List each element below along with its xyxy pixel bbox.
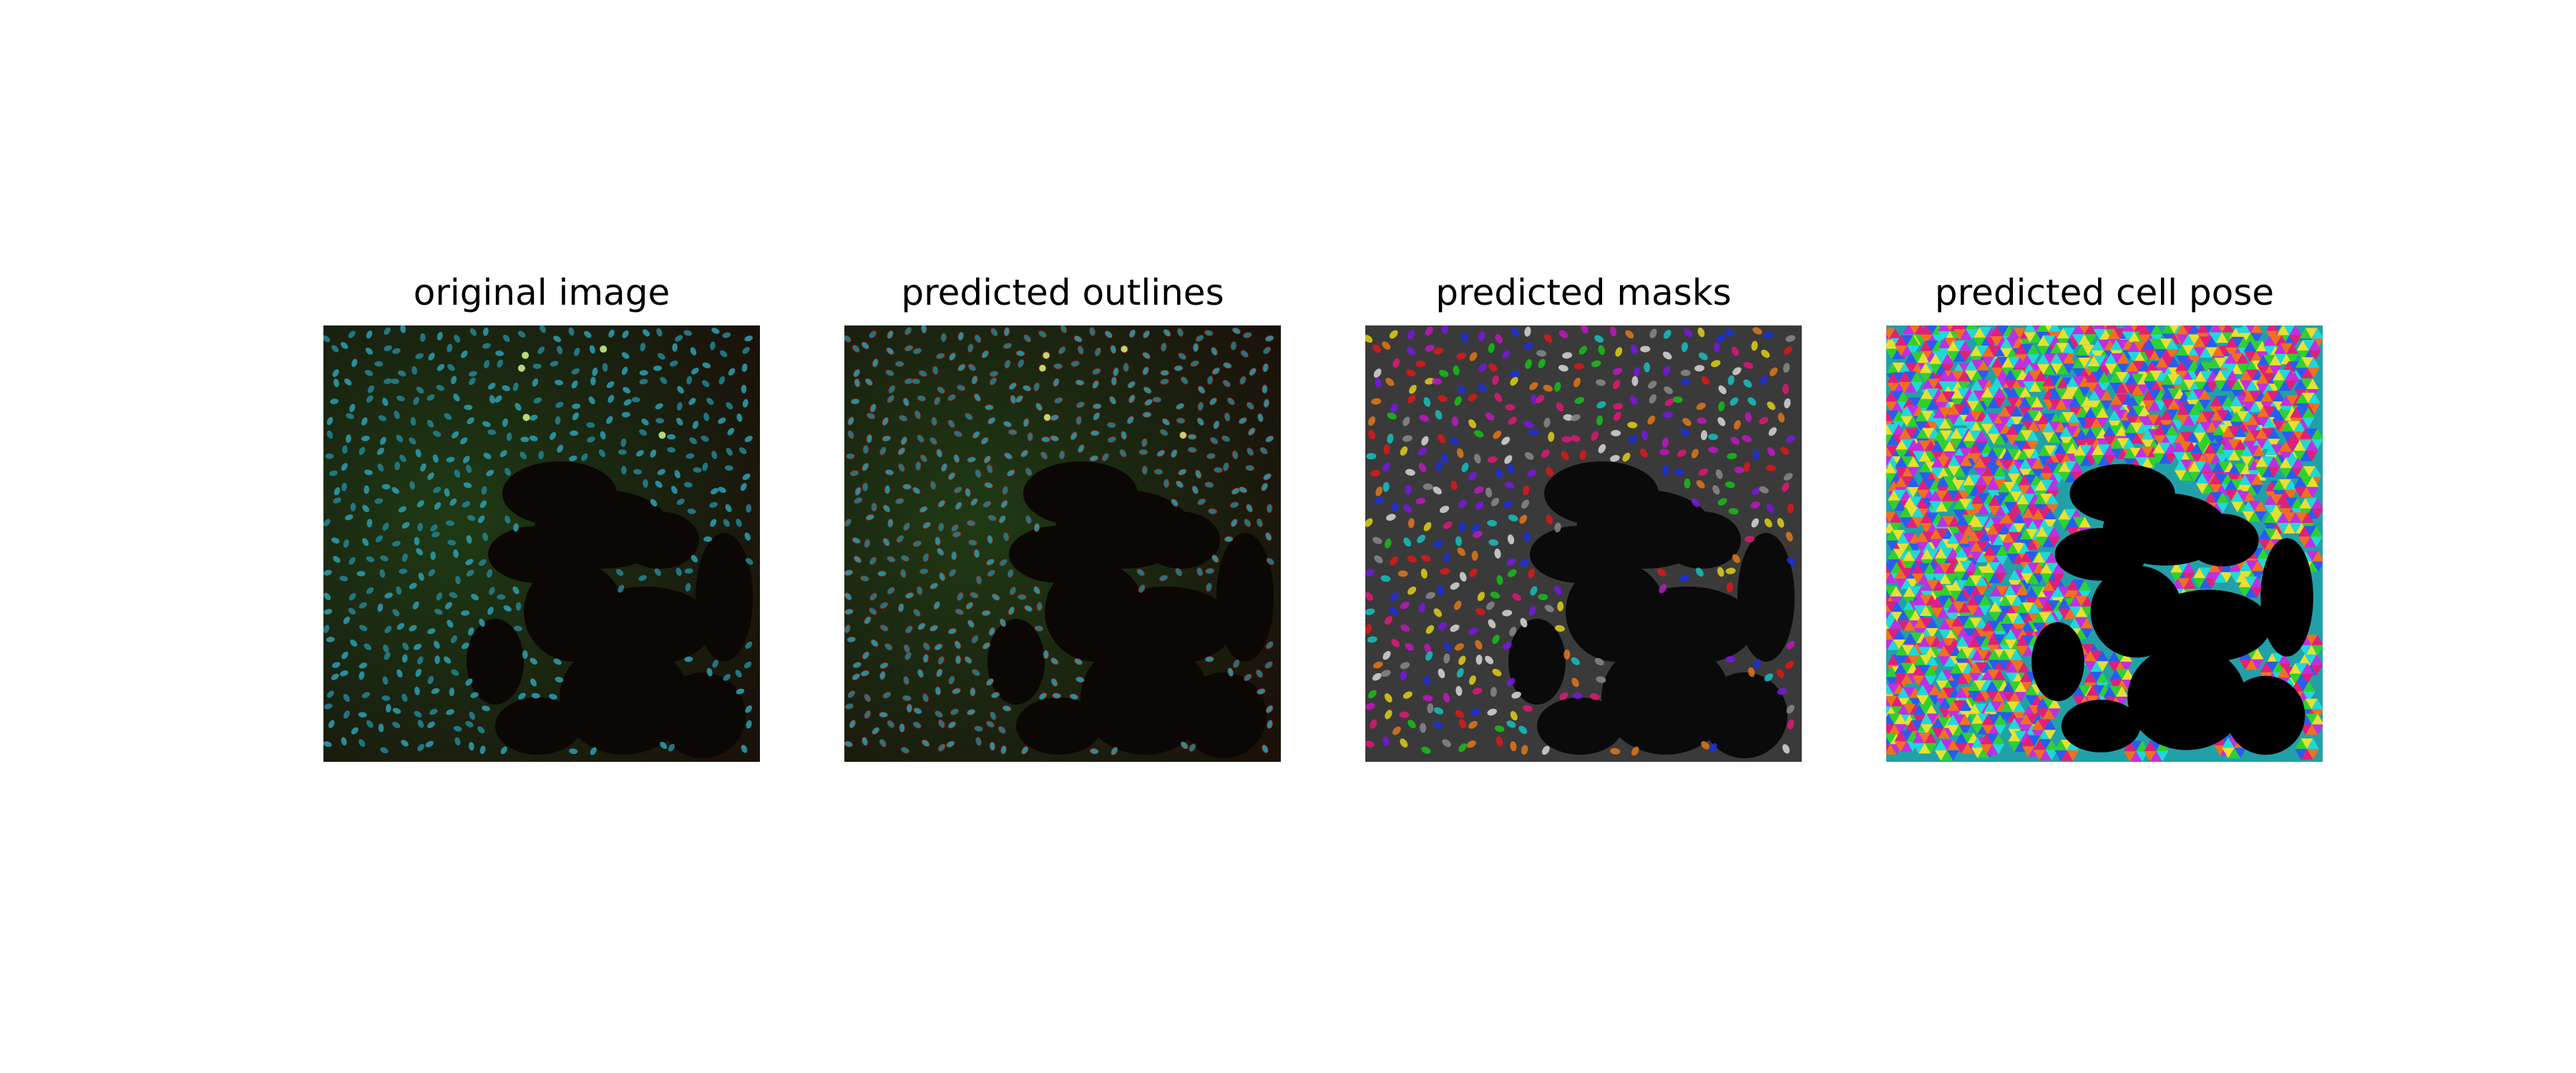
panel-title: predicted cell pose [1934, 272, 2275, 313]
predicted-masks-view [1365, 325, 1802, 762]
panel-title: predicted outlines [901, 272, 1224, 313]
predicted-cell-pose-view [1886, 325, 2323, 762]
panel-title: predicted masks [1435, 272, 1732, 313]
panel-title: original image [413, 272, 670, 313]
original-image-view [323, 325, 760, 762]
predicted-outlines-view [844, 325, 1281, 762]
